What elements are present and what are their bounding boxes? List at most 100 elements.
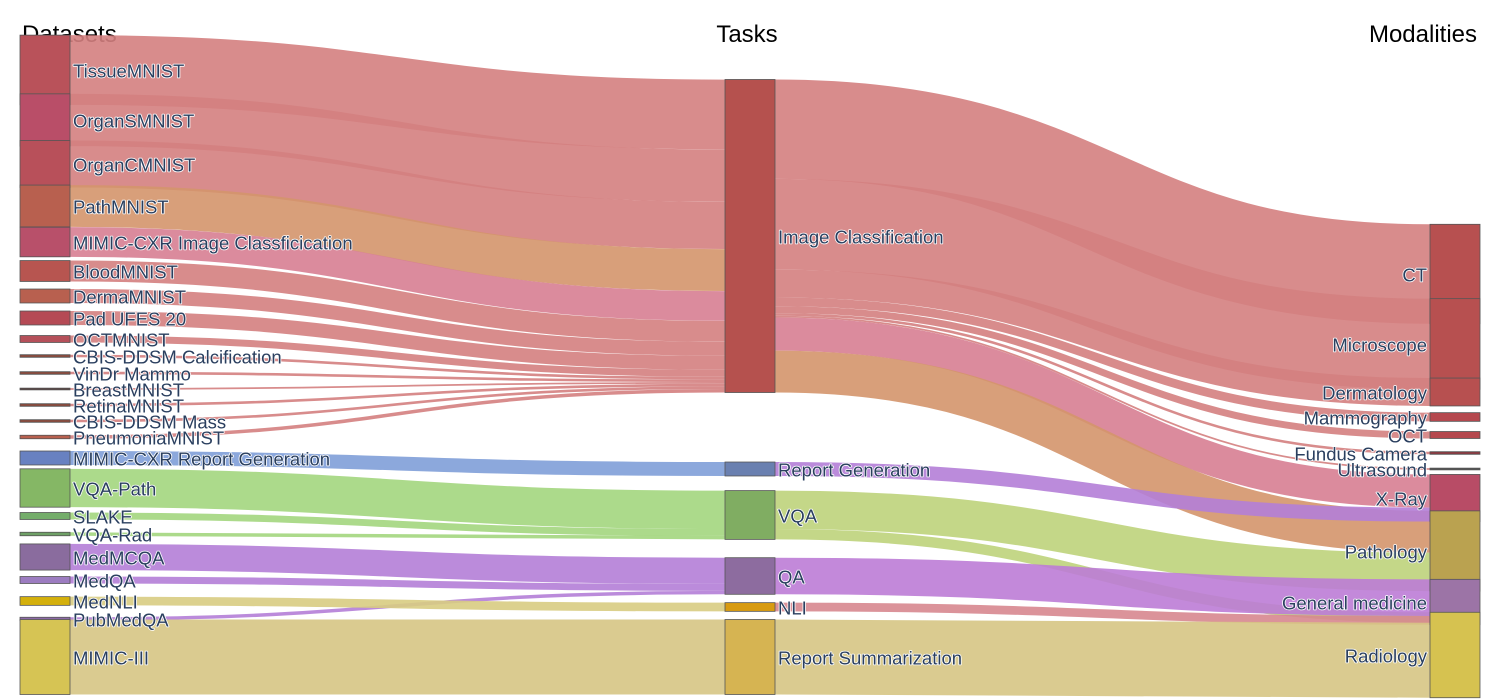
dataset-node-vqa-path[interactable]: [19, 468, 71, 508]
link-image-classification-to-microscope[interactable]: [774, 178, 1431, 390]
task-label-vqa: VQA: [778, 506, 818, 527]
modality-label-oct: OCT: [1388, 426, 1427, 447]
link-image-classification-to-oct[interactable]: [774, 306, 1431, 439]
link-image-classification-to-ct[interactable]: [774, 79, 1431, 324]
dataset-label-organsmnist: OrganSMNIST: [73, 111, 194, 132]
dataset-label-mednli: MedNLI: [73, 592, 138, 613]
link-image-classification-to-fundus-camera[interactable]: [774, 313, 1431, 455]
dataset-label-cbis-calc: CBIS-DDSM Calcification: [73, 347, 282, 368]
link-retinamnist-to-image-classification[interactable]: [69, 383, 726, 407]
link-vqa-path-to-vqa[interactable]: [69, 468, 726, 529]
tasks-column-title: Tasks: [716, 21, 777, 48]
link-organcmnist-to-image-classification[interactable]: [69, 140, 726, 250]
dataset-node-vqa-rad[interactable]: [19, 531, 71, 537]
dataset-node-medqa[interactable]: [19, 576, 71, 584]
modality-node-mammography[interactable]: [1429, 412, 1481, 422]
task-label-report-generation: Report Generation: [778, 460, 930, 481]
dataset-node-tissuemnist[interactable]: [19, 34, 71, 106]
link-dermamnist-to-image-classification[interactable]: [69, 289, 726, 356]
modality-node-fundus-camera[interactable]: [1429, 451, 1481, 455]
dataset-label-pneumoniamnist: PneumoniaMNIST: [73, 428, 224, 449]
modality-node-radiology[interactable]: [1429, 611, 1481, 699]
link-mednli-to-nli[interactable]: [69, 596, 726, 612]
link-vqa-rad-to-vqa[interactable]: [69, 532, 726, 540]
link-medqa-to-qa[interactable]: [69, 576, 726, 591]
link-image-classification-to-ultrasound[interactable]: [774, 315, 1431, 470]
link-mimic-cxr-cls-to-image-classification[interactable]: [69, 227, 726, 321]
modality-node-ultrasound[interactable]: [1429, 467, 1481, 471]
task-node-report-summarization[interactable]: [724, 619, 776, 695]
link-mimic-cxr-report-to-report-generation[interactable]: [69, 451, 726, 476]
dataset-node-octmnist[interactable]: [19, 335, 71, 343]
dataset-label-pathmnist: PathMNIST: [73, 197, 169, 218]
dataset-node-organcmnist[interactable]: [19, 140, 71, 188]
link-pad-ufes-to-image-classification[interactable]: [69, 311, 726, 370]
link-pathmnist-to-image-classification[interactable]: [69, 185, 726, 292]
dataset-node-mednli[interactable]: [19, 596, 71, 606]
link-cbis-calc-to-image-classification[interactable]: [69, 354, 726, 380]
modality-label-radiology: Radiology: [1345, 646, 1428, 667]
link-pneumoniamnist-to-image-classification[interactable]: [69, 389, 726, 439]
task-node-qa[interactable]: [724, 557, 776, 595]
link-qa-to-general-medicine[interactable]: [774, 557, 1431, 616]
link-report-summarization-to-radiology[interactable]: [774, 619, 1431, 698]
dataset-node-mimic-cxr-report[interactable]: [19, 450, 71, 466]
modality-node-oct[interactable]: [1429, 431, 1481, 439]
dataset-label-bloodmnist: BloodMNIST: [73, 262, 178, 283]
dataset-node-breastmnist[interactable]: [19, 387, 71, 391]
link-medmcqa-to-qa[interactable]: [69, 543, 726, 584]
dataset-label-octmnist: OCTMNIST: [73, 330, 170, 351]
dataset-label-cbis-mass: CBIS-DDSM Mass: [73, 412, 226, 433]
modality-node-pathology[interactable]: [1429, 510, 1481, 592]
dataset-node-cbis-mass[interactable]: [19, 419, 71, 423]
task-node-nli[interactable]: [724, 602, 776, 612]
dataset-node-bloodmnist[interactable]: [19, 260, 71, 282]
dataset-node-pathmnist[interactable]: [19, 184, 71, 228]
link-cbis-mass-to-image-classification[interactable]: [69, 386, 726, 423]
task-node-report-generation[interactable]: [724, 461, 776, 477]
link-bloodmnist-to-image-classification[interactable]: [69, 260, 726, 342]
task-label-nli: NLI: [778, 598, 807, 619]
link-breastmnist-to-image-classification[interactable]: [69, 382, 726, 390]
link-slake-to-vqa[interactable]: [69, 512, 726, 536]
link-report-generation-to-xray[interactable]: [774, 462, 1431, 522]
link-octmnist-to-image-classification[interactable]: [69, 335, 726, 377]
dataset-label-breastmnist: BreastMNIST: [73, 380, 184, 401]
dataset-label-pad-ufes: Pad UFES 20: [73, 309, 186, 330]
link-image-classification-to-xray[interactable]: [774, 317, 1431, 508]
dataset-node-retinamnist[interactable]: [19, 403, 71, 407]
task-label-report-summarization: Report Summarization: [778, 648, 962, 669]
dataset-node-dermamnist[interactable]: [19, 288, 71, 304]
dataset-node-vindr[interactable]: [19, 371, 71, 375]
dataset-label-vindr: VinDr Mammo: [73, 364, 191, 385]
link-image-classification-to-dermatology[interactable]: [774, 269, 1431, 406]
dataset-node-organsmnist[interactable]: [19, 93, 71, 147]
modality-node-dermatology[interactable]: [1429, 377, 1481, 407]
dataset-label-mimic-iii: MIMIC-III: [73, 648, 149, 669]
dataset-node-mimic-iii[interactable]: [19, 619, 71, 695]
dataset-label-medqa: MedQA: [73, 571, 136, 592]
modality-label-xray: X-Ray: [1376, 489, 1428, 510]
dataset-node-mimic-cxr-cls[interactable]: [19, 226, 71, 258]
modality-label-mammography: Mammography: [1304, 408, 1428, 429]
task-node-image-classification[interactable]: [724, 79, 776, 393]
dataset-node-slake[interactable]: [19, 512, 71, 520]
link-tissuemnist-to-image-classification[interactable]: [69, 35, 726, 150]
dataset-label-tissuemnist: TissueMNIST: [73, 61, 184, 82]
modality-label-microscope: Microscope: [1332, 335, 1427, 356]
link-vindr-to-image-classification[interactable]: [69, 371, 726, 383]
dataset-label-mimic-cxr-cls: MIMIC-CXR Image Classficication: [73, 233, 353, 254]
link-vqa-to-pathology[interactable]: [774, 490, 1431, 592]
modality-node-microscope[interactable]: [1429, 298, 1481, 390]
link-image-classification-to-mammography[interactable]: [774, 297, 1431, 422]
link-nli-to-general-medicine[interactable]: [774, 602, 1431, 625]
dataset-node-cbis-calc[interactable]: [19, 354, 71, 358]
dataset-label-vqa-path: VQA-Path: [73, 479, 156, 500]
dataset-node-pad-ufes[interactable]: [19, 310, 71, 326]
task-node-vqa[interactable]: [724, 490, 776, 540]
link-organsmnist-to-image-classification[interactable]: [69, 93, 726, 202]
link-image-classification-to-pathology[interactable]: [774, 350, 1431, 553]
dataset-node-medmcqa[interactable]: [19, 543, 71, 571]
dataset-node-pneumoniamnist[interactable]: [19, 434, 71, 440]
